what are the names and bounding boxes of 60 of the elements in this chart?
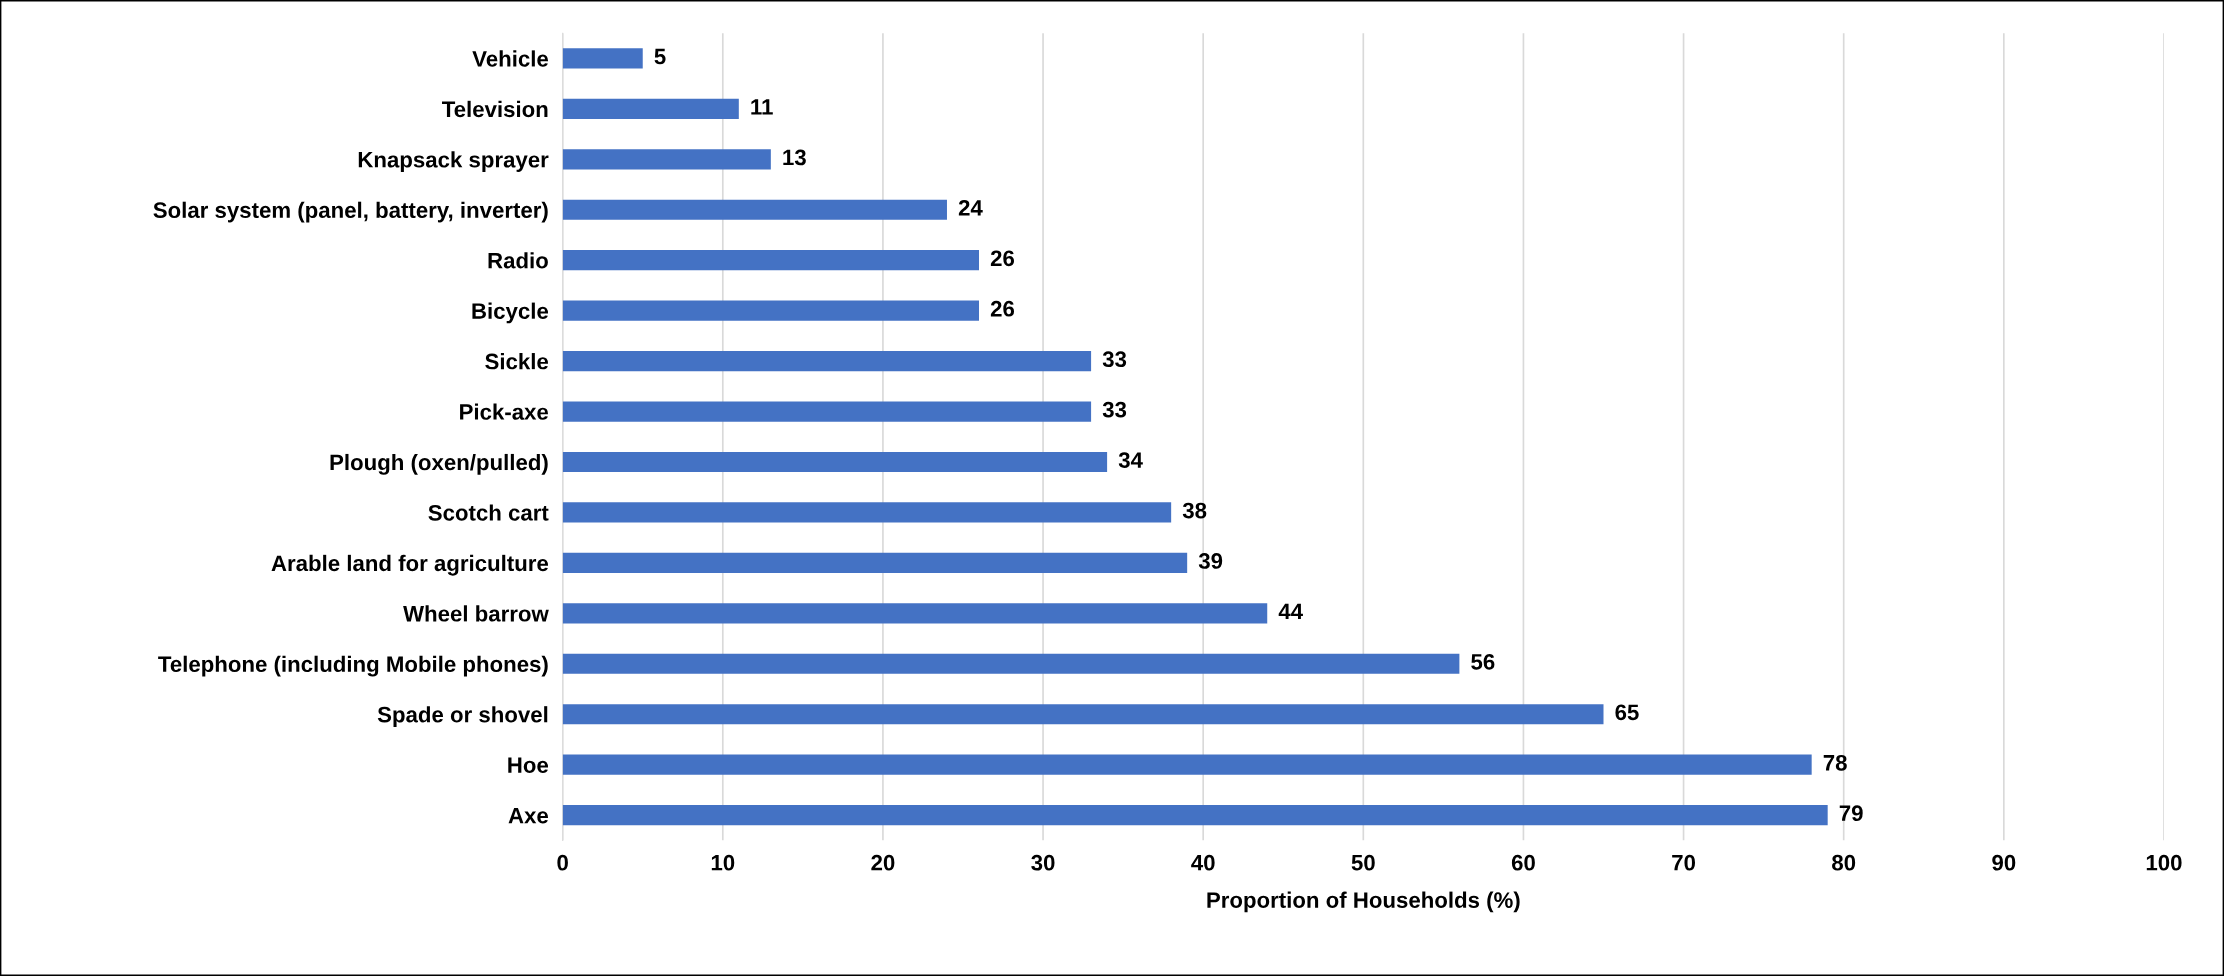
y-tick-label: Spade or shovel bbox=[377, 706, 548, 727]
bar bbox=[562, 603, 1268, 624]
x-tick-label: 40 bbox=[1191, 854, 1215, 871]
bar bbox=[562, 704, 1604, 725]
data-label: 5 bbox=[654, 48, 666, 65]
x-tick-label: 10 bbox=[711, 854, 735, 871]
x-tick-label: 80 bbox=[1832, 854, 1856, 871]
x-tick-label: 60 bbox=[1511, 854, 1535, 871]
y-tick-label: Solar system (panel, battery, inverter) bbox=[153, 201, 548, 223]
y-tick-label: Arable land for agriculture bbox=[271, 554, 549, 576]
bar bbox=[562, 401, 1092, 422]
x-axis-title: Proportion of Households (%) bbox=[1207, 891, 1520, 913]
x-tick-label: 100 bbox=[2146, 854, 2182, 871]
bar bbox=[562, 199, 947, 220]
y-tick-label: Radio bbox=[488, 252, 548, 269]
x-tick-label: 70 bbox=[1672, 854, 1696, 871]
bar bbox=[562, 552, 1188, 573]
data-label: 44 bbox=[1278, 603, 1303, 620]
bar bbox=[562, 754, 1812, 775]
y-tick-label: Bicycle bbox=[472, 302, 549, 324]
data-label: 34 bbox=[1118, 452, 1143, 468]
data-label: 11 bbox=[751, 99, 773, 115]
y-tick-label: Pick-axe bbox=[460, 403, 549, 420]
y-tick-label: Telephone (including Mobile phones) bbox=[158, 655, 548, 677]
y-tick-label: Knapsack sprayer bbox=[358, 151, 549, 172]
bar bbox=[562, 300, 979, 321]
data-label: 33 bbox=[1102, 351, 1127, 368]
data-label: 33 bbox=[1102, 401, 1127, 418]
bar bbox=[562, 653, 1460, 674]
x-tick-label: 90 bbox=[1992, 854, 2016, 871]
data-label: 26 bbox=[990, 250, 1015, 267]
bar bbox=[562, 451, 1108, 473]
y-tick-label: Television bbox=[442, 100, 548, 118]
bar bbox=[562, 250, 979, 271]
bar bbox=[562, 351, 1092, 372]
bar bbox=[562, 149, 771, 170]
data-label: 78 bbox=[1823, 754, 1847, 771]
x-tick-label: 30 bbox=[1031, 854, 1055, 871]
data-label: 26 bbox=[990, 300, 1015, 317]
y-tick-label: Axe bbox=[508, 807, 549, 824]
data-label: 24 bbox=[958, 199, 983, 216]
data-label: 38 bbox=[1182, 502, 1207, 519]
y-tick-label: Vehicle bbox=[472, 50, 549, 67]
y-tick-label: Hoe bbox=[508, 757, 549, 773]
data-label: 39 bbox=[1198, 553, 1223, 569]
data-label: 56 bbox=[1471, 654, 1495, 670]
y-tick-label: Sickle bbox=[485, 353, 549, 370]
data-label: 79 bbox=[1839, 805, 1863, 822]
x-tick-label: 20 bbox=[871, 854, 895, 871]
y-tick-label: Plough (oxen/pulled) bbox=[330, 453, 548, 475]
y-tick-label: Scotch cart bbox=[428, 504, 549, 521]
x-tick-label: 50 bbox=[1351, 854, 1375, 871]
bar bbox=[562, 48, 643, 69]
data-label: 13 bbox=[783, 149, 806, 166]
y-tick-label: Wheel barrow bbox=[403, 605, 549, 622]
bar bbox=[562, 805, 1828, 826]
bar bbox=[562, 98, 739, 119]
data-label: 65 bbox=[1615, 704, 1639, 721]
bar bbox=[562, 502, 1172, 523]
x-tick-label: 0 bbox=[557, 854, 568, 871]
